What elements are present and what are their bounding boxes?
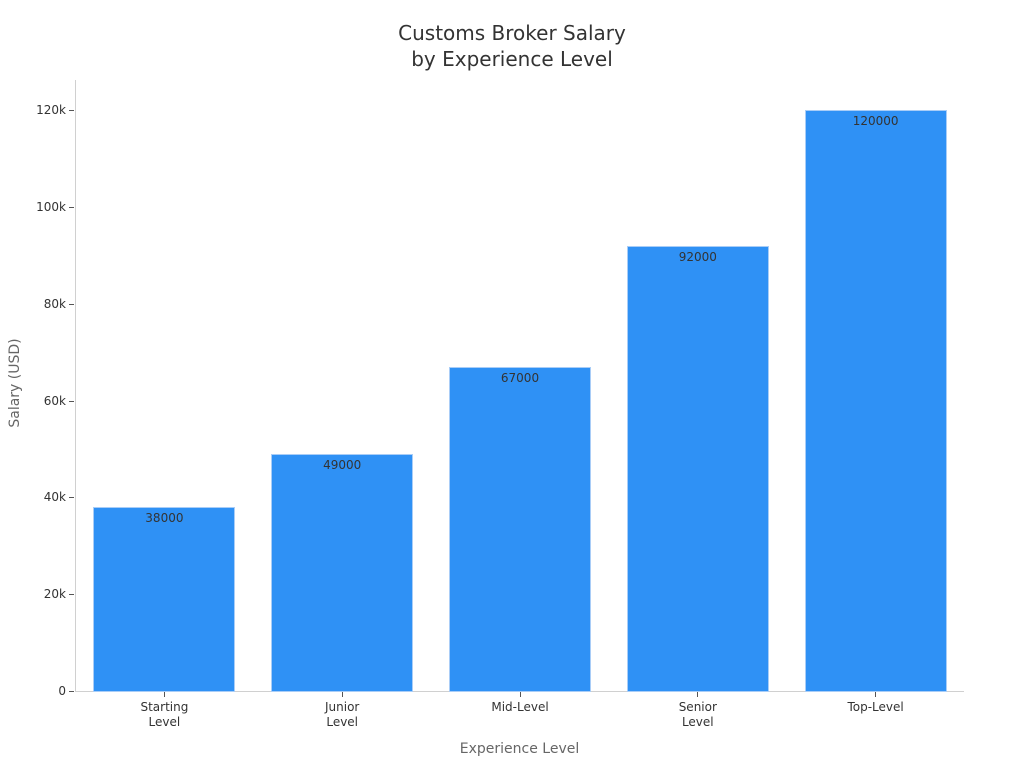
x-tick: Top-Level [806, 692, 946, 715]
bar: 38000 [93, 507, 236, 692]
x-tick-mark [697, 692, 699, 697]
y-tick-mark [69, 497, 74, 499]
y-tick-label: 100k [36, 199, 66, 214]
y-tick-label: 120k [36, 103, 66, 117]
y-tick-mark [69, 400, 74, 402]
y-tick: 40k [0, 490, 74, 504]
y-tick: 20k [0, 587, 74, 601]
bar-value-label: 38000 [145, 511, 184, 526]
x-tick: Senior Level [628, 692, 768, 730]
y-tick-mark [69, 594, 74, 596]
y-tick: 60k [0, 394, 74, 408]
bar-value-label: 67000 [500, 370, 540, 385]
x-tick: Junior Level [272, 692, 412, 730]
x-tick-label: Mid-Level [491, 700, 549, 714]
y-tick: 0 [0, 684, 74, 698]
y-tick-label: 20k [43, 587, 66, 602]
x-tick-mark [163, 692, 165, 697]
y-tick-label: 80k [43, 296, 66, 311]
x-tick-mark [341, 692, 343, 697]
x-tick: Mid-Level [450, 692, 590, 715]
x-tick-label: Senior Level [678, 700, 717, 729]
y-tick-mark [69, 206, 74, 208]
y-tick-mark [69, 110, 74, 111]
x-tick-label: Starting Level [140, 700, 189, 729]
y-tick-mark [69, 303, 74, 305]
bar: 92000 [626, 245, 769, 692]
y-axis-line [75, 80, 76, 692]
y-tick: 80k [0, 297, 74, 311]
bar: 49000 [271, 453, 414, 692]
bar-value-label: 49000 [323, 457, 362, 472]
y-tick-label: 0 [58, 684, 66, 698]
y-tick-label: 60k [43, 393, 66, 408]
chart-title-line-1: Customs Broker Salary [398, 21, 626, 45]
bar: 67000 [449, 366, 591, 692]
y-tick: 120k [0, 103, 74, 117]
bar: 120000 [804, 110, 947, 692]
x-axis-title: Experience Level [459, 741, 580, 757]
x-tick: Starting Level [94, 692, 234, 730]
chart-title-line-2: by Experience Level [411, 47, 613, 71]
x-tick-mark [875, 692, 877, 697]
y-axis-title: Salary (USD) [7, 338, 23, 428]
x-tick-label: Junior Level [325, 700, 360, 729]
bar-value-label: 92000 [678, 249, 717, 264]
bar-value-label: 120000 [852, 114, 899, 128]
y-tick: 100k [0, 200, 74, 214]
y-tick-mark [69, 691, 74, 692]
x-tick-label: Top-Level [847, 700, 904, 714]
chart-title: Customs Broker Salary by Experience Leve… [0, 20, 1024, 72]
y-tick-label: 40k [43, 490, 66, 505]
x-tick-mark [519, 692, 521, 697]
